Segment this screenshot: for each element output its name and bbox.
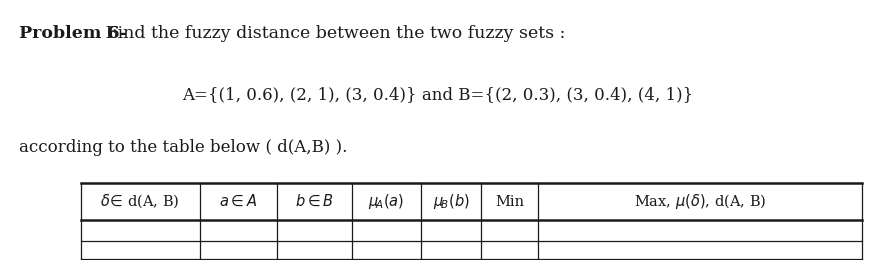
Text: $\mu_{\!A}(a)$: $\mu_{\!A}(a)$ <box>368 192 404 211</box>
Text: $a \in A$: $a \in A$ <box>220 194 257 209</box>
Text: Max, $\mu(\delta)$, d(A, B): Max, $\mu(\delta)$, d(A, B) <box>634 192 766 211</box>
Text: according to the table below ( d(A,B) ).: according to the table below ( d(A,B) ). <box>19 139 347 156</box>
Text: $\delta\!\in\!$ d(A, B): $\delta\!\in\!$ d(A, B) <box>101 193 179 210</box>
Text: $\mu_{\!B}(b)$: $\mu_{\!B}(b)$ <box>433 192 469 211</box>
Text: Min: Min <box>495 194 524 209</box>
Text: Problem 6-: Problem 6- <box>19 25 127 42</box>
Text: $b \in B$: $b \in B$ <box>295 194 334 209</box>
Text: Find the fuzzy distance between the two fuzzy sets :: Find the fuzzy distance between the two … <box>100 25 565 42</box>
Text: A={(1, 0.6), (2, 1), (3, 0.4)} and B={(2, 0.3), (3, 0.4), (4, 1)}: A={(1, 0.6), (2, 1), (3, 0.4)} and B={(2… <box>182 86 693 103</box>
